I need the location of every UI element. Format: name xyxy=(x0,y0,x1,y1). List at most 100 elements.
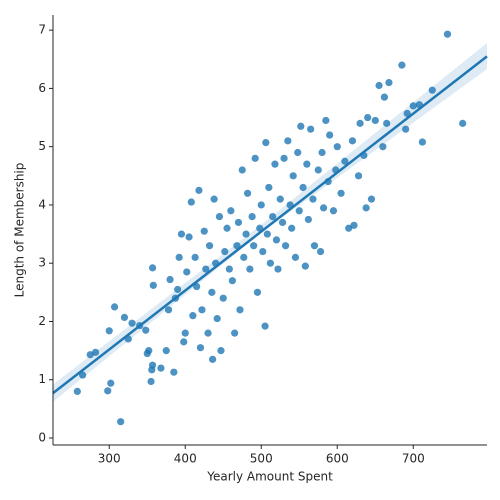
point xyxy=(398,61,406,69)
point xyxy=(105,327,113,335)
point xyxy=(284,137,292,145)
point xyxy=(459,119,467,127)
point xyxy=(385,78,393,87)
point xyxy=(104,387,112,395)
point xyxy=(170,368,178,376)
point xyxy=(183,268,191,276)
point xyxy=(403,109,411,118)
point xyxy=(333,143,341,151)
point xyxy=(200,227,208,235)
point xyxy=(221,247,229,256)
point xyxy=(319,204,328,212)
point xyxy=(253,288,262,296)
point xyxy=(162,347,170,355)
point xyxy=(243,189,252,197)
point xyxy=(174,285,182,294)
point xyxy=(280,154,288,162)
point xyxy=(371,116,379,125)
point xyxy=(177,230,186,238)
point xyxy=(274,265,282,273)
point xyxy=(428,86,436,94)
point xyxy=(301,262,309,270)
point xyxy=(362,204,370,212)
point xyxy=(148,264,157,272)
point xyxy=(265,183,273,192)
point xyxy=(213,314,221,323)
y-tick-label: 3 xyxy=(38,256,46,270)
point xyxy=(191,253,199,261)
point xyxy=(248,212,256,221)
point xyxy=(215,212,224,221)
point xyxy=(263,230,271,238)
point xyxy=(227,207,235,215)
point xyxy=(262,139,270,147)
point xyxy=(251,154,259,162)
point xyxy=(202,265,210,273)
point xyxy=(219,294,227,302)
y-axis-label: Length of Membership xyxy=(13,163,27,298)
point xyxy=(354,172,363,180)
point xyxy=(240,253,248,261)
point xyxy=(276,195,284,203)
point xyxy=(164,306,173,314)
point xyxy=(225,265,233,273)
point xyxy=(291,253,300,261)
x-tick-label: 700 xyxy=(402,452,425,466)
point xyxy=(223,224,231,232)
point xyxy=(128,319,136,327)
point xyxy=(345,224,353,232)
point xyxy=(257,201,265,209)
point xyxy=(180,338,188,346)
point xyxy=(297,122,305,130)
y-tick-label: 6 xyxy=(38,81,46,95)
point xyxy=(272,236,281,244)
y-tick-label: 2 xyxy=(38,314,46,328)
x-tick-label: 600 xyxy=(326,452,349,466)
point xyxy=(356,119,364,127)
point xyxy=(217,347,225,355)
point xyxy=(238,166,246,174)
point xyxy=(367,195,376,203)
point xyxy=(303,160,311,168)
point xyxy=(204,329,212,337)
regression-line xyxy=(52,55,488,395)
point xyxy=(309,195,317,203)
point xyxy=(271,160,279,168)
point xyxy=(409,102,417,110)
point xyxy=(322,116,330,125)
point xyxy=(299,183,307,192)
point xyxy=(261,322,269,330)
y-tick-label: 0 xyxy=(38,431,46,445)
point xyxy=(228,277,236,285)
point xyxy=(316,247,325,256)
point xyxy=(337,189,345,197)
point xyxy=(379,143,387,151)
x-axis-label: Yearly Amount Spent xyxy=(206,470,333,484)
point xyxy=(205,242,214,250)
y-tick-label: 4 xyxy=(38,197,46,211)
point xyxy=(278,218,287,227)
point xyxy=(79,371,87,379)
point xyxy=(142,326,150,334)
y-tick-label: 5 xyxy=(38,139,46,153)
point xyxy=(443,30,452,38)
point xyxy=(289,172,297,180)
point xyxy=(117,418,125,426)
point xyxy=(250,242,258,250)
point xyxy=(175,253,183,261)
point xyxy=(107,379,115,387)
point xyxy=(157,364,165,372)
point xyxy=(310,242,319,250)
point xyxy=(120,313,129,321)
point xyxy=(288,224,296,232)
point xyxy=(295,207,303,215)
point xyxy=(110,303,119,311)
point xyxy=(148,361,157,369)
point xyxy=(314,166,322,174)
point xyxy=(329,207,338,215)
x-tick-label: 500 xyxy=(250,452,273,466)
point xyxy=(341,157,349,165)
point xyxy=(307,125,315,133)
point xyxy=(236,306,244,314)
